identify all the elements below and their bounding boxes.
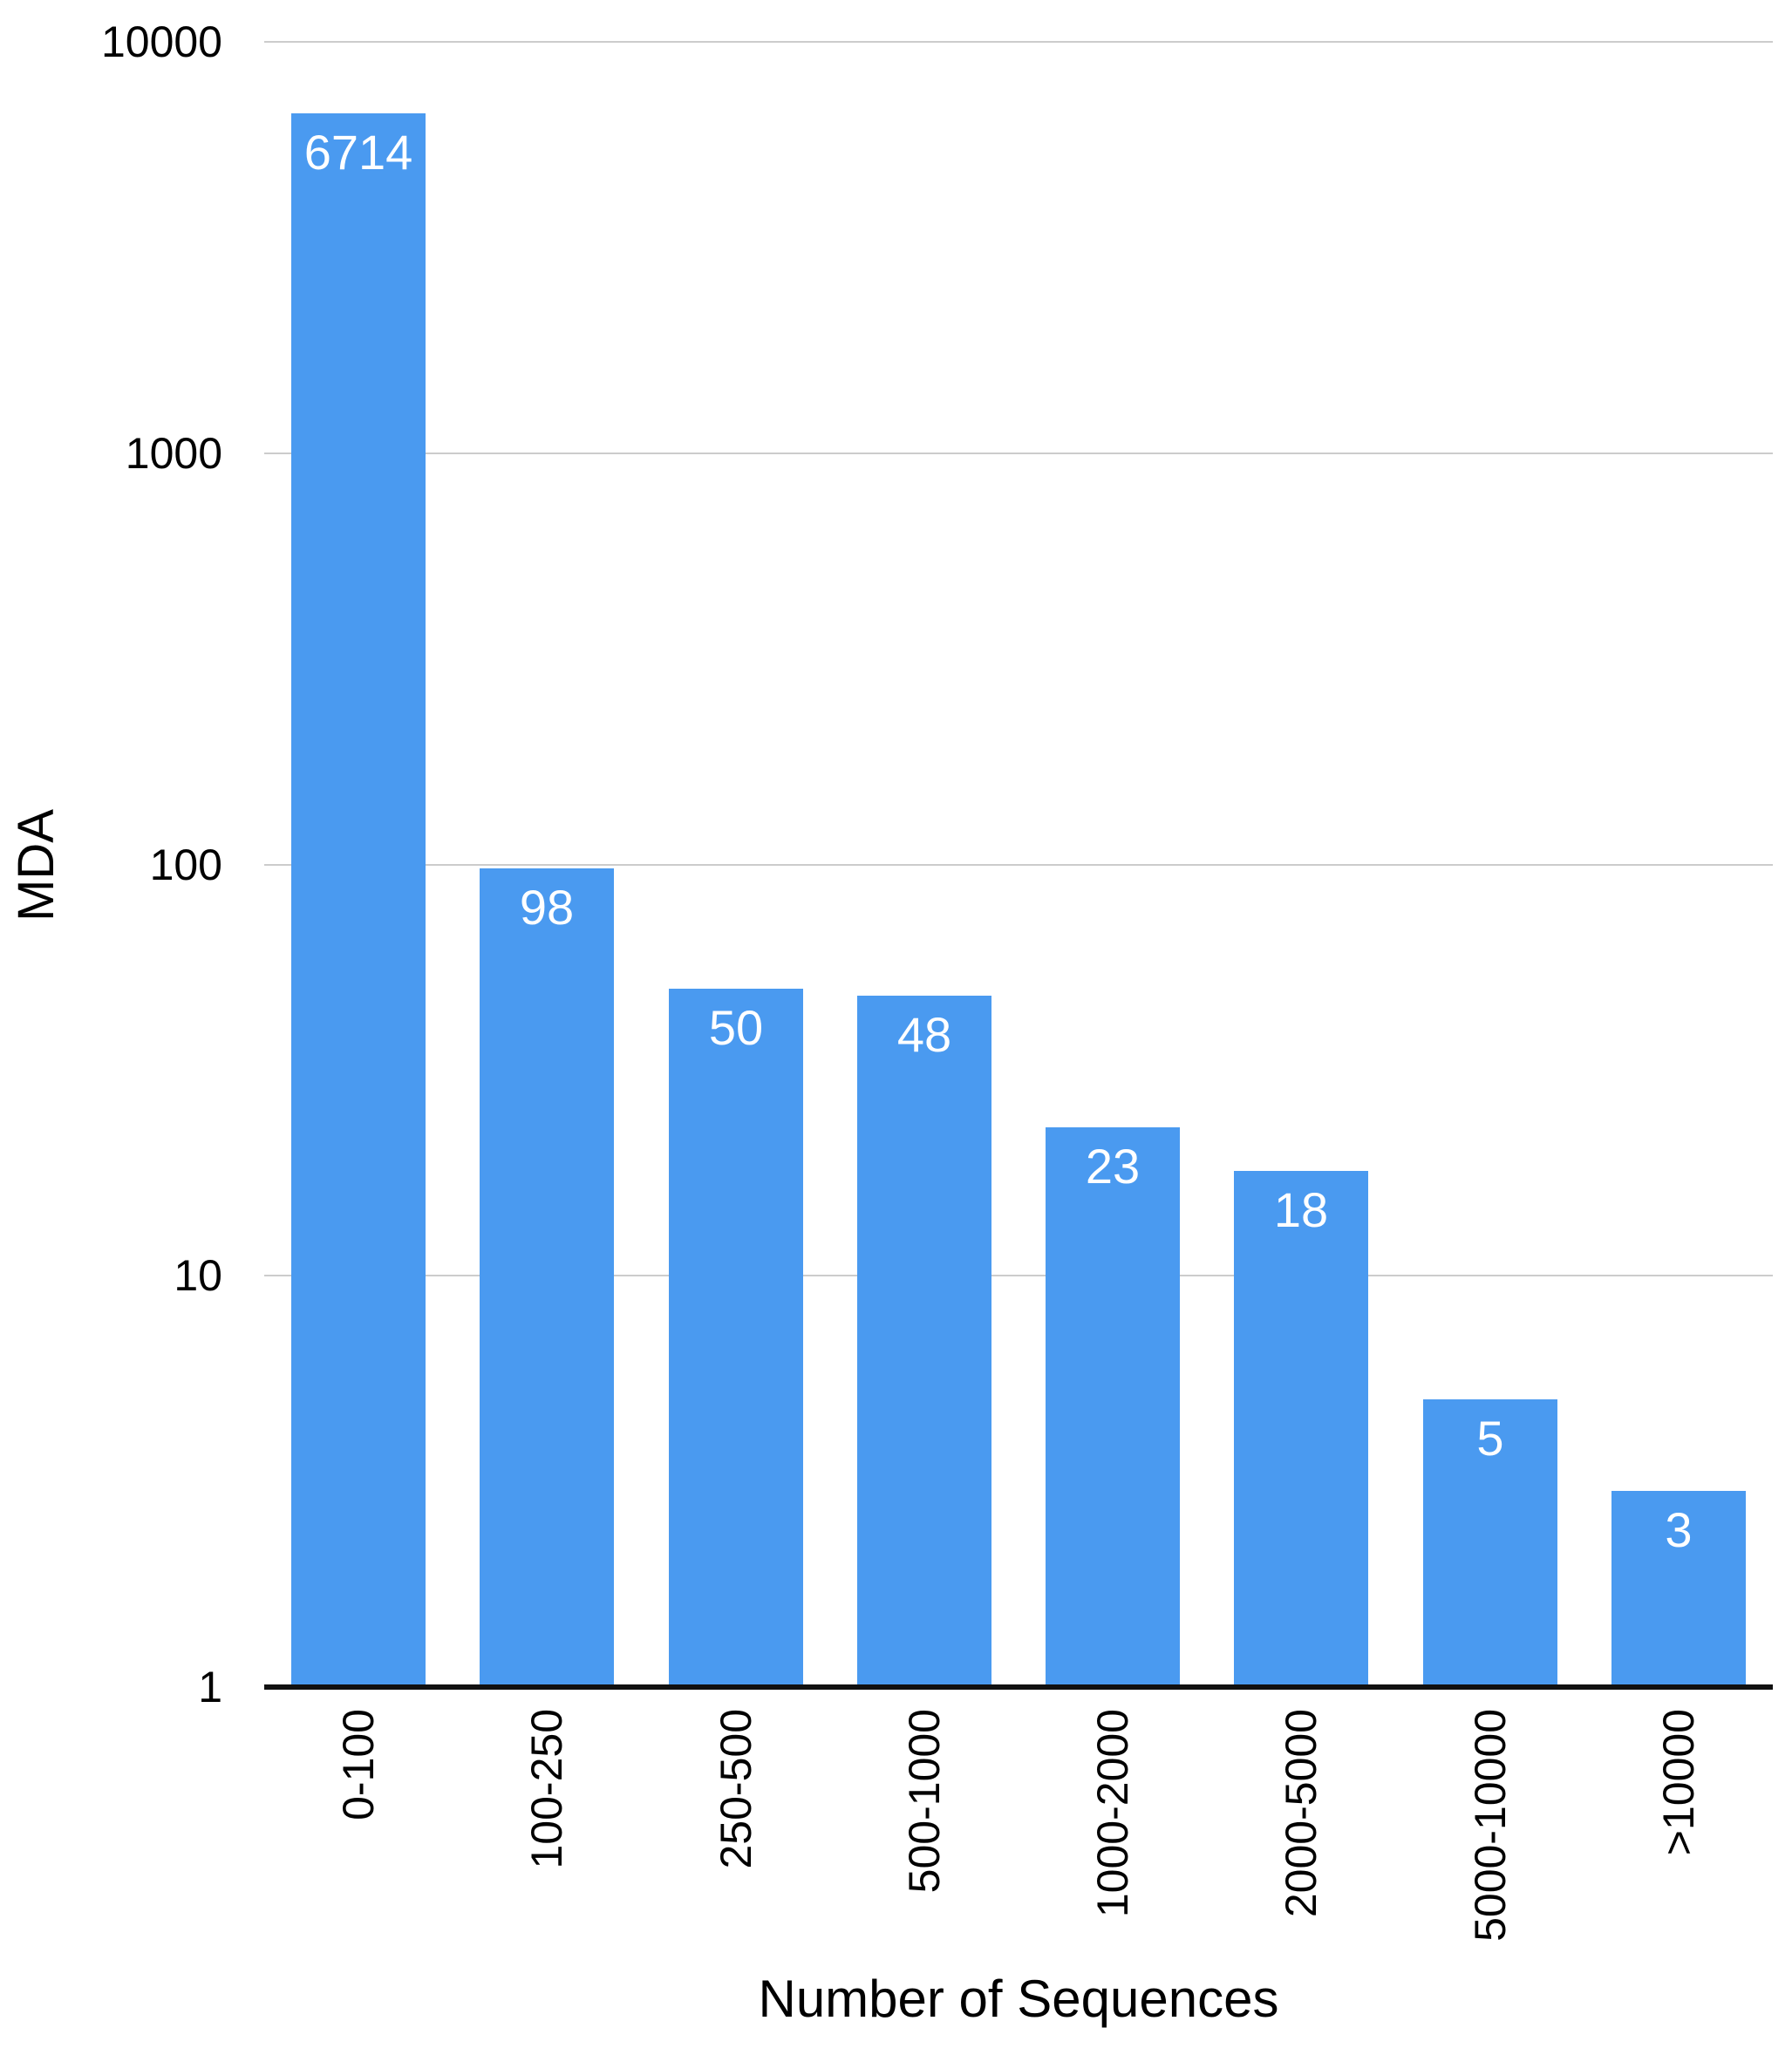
bar-250-500: 50 bbox=[669, 989, 803, 1687]
bar-500-1000: 48 bbox=[857, 996, 991, 1687]
bar-5000-10000: 5 bbox=[1423, 1399, 1557, 1687]
gridline-y-10 bbox=[264, 1275, 1773, 1276]
y-tick-label: 100 bbox=[149, 840, 222, 889]
y-tick-label: 10 bbox=[174, 1251, 222, 1300]
x-tick-label-0-100: 0-100 bbox=[334, 1709, 383, 1820]
x-axis-title: Number of Sequences bbox=[758, 1970, 1279, 2028]
bar-value-label: 50 bbox=[708, 1000, 764, 1055]
y-tick-label: 1 bbox=[198, 1663, 222, 1711]
bar-0-100: 6714 bbox=[291, 113, 426, 1687]
x-tick-label-500-1000: 500-1000 bbox=[900, 1709, 949, 1894]
bar-value-label: 3 bbox=[1665, 1502, 1693, 1557]
gridline-y-10000 bbox=[264, 41, 1773, 43]
bar-value-label: 6714 bbox=[303, 125, 413, 180]
x-tick-label-1000-2000: 1000-2000 bbox=[1088, 1709, 1137, 1918]
bar-value-label: 5 bbox=[1476, 1411, 1504, 1466]
y-tick-label: 10000 bbox=[100, 17, 222, 66]
y-tick-label: 1000 bbox=[125, 429, 222, 478]
x-tick-label->10000: >10000 bbox=[1654, 1709, 1703, 1856]
x-axis-line bbox=[264, 1684, 1773, 1690]
bar-value-label: 23 bbox=[1085, 1139, 1141, 1194]
y-axis-title: MDA bbox=[8, 809, 65, 922]
gridline-y-100 bbox=[264, 864, 1773, 866]
bar-value-label: 18 bbox=[1273, 1182, 1329, 1237]
x-tick-label-100-250: 100-250 bbox=[522, 1709, 571, 1869]
gridline-y-1000 bbox=[264, 453, 1773, 454]
x-tick-label-250-500: 250-500 bbox=[712, 1709, 760, 1869]
bar-100-250: 98 bbox=[480, 868, 614, 1687]
bar-value-label: 48 bbox=[896, 1007, 952, 1062]
bar-1000-2000: 23 bbox=[1046, 1127, 1180, 1687]
bar->10000: 3 bbox=[1611, 1491, 1746, 1687]
bar-2000-5000: 18 bbox=[1234, 1171, 1368, 1687]
bar-value-label: 98 bbox=[519, 880, 575, 935]
x-tick-label-5000-10000: 5000-10000 bbox=[1466, 1709, 1515, 1942]
x-tick-label-2000-5000: 2000-5000 bbox=[1277, 1709, 1325, 1918]
